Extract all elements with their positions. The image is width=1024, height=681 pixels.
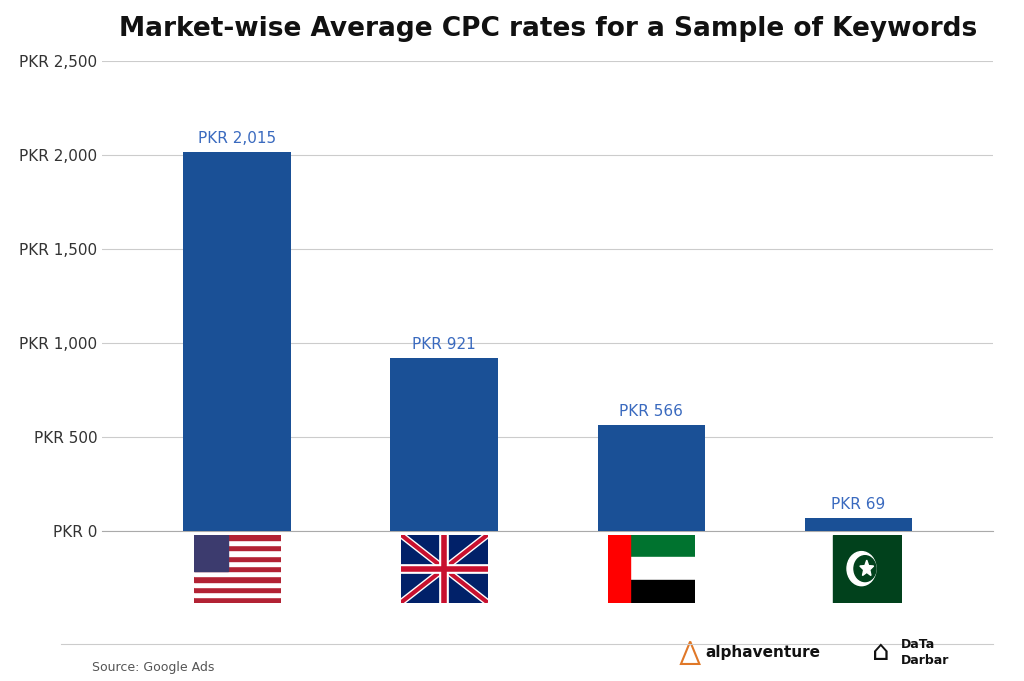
Bar: [390, 358, 498, 531]
Bar: [815, 535, 833, 603]
Bar: [194, 571, 281, 577]
Bar: [194, 540, 281, 545]
Bar: [598, 425, 706, 531]
Bar: [194, 545, 281, 550]
Bar: [194, 556, 281, 560]
Text: PKR 2,015: PKR 2,015: [198, 131, 276, 146]
Bar: [608, 580, 695, 603]
Circle shape: [854, 556, 876, 582]
Text: Source: Google Ads: Source: Google Ads: [92, 661, 215, 674]
Title: Market-wise Average CPC rates for a Sample of Keywords: Market-wise Average CPC rates for a Samp…: [119, 16, 977, 42]
Bar: [833, 535, 902, 603]
Text: PKR 921: PKR 921: [413, 337, 476, 352]
Bar: [183, 153, 291, 531]
Text: ⌂: ⌂: [872, 638, 890, 667]
Bar: [194, 592, 281, 597]
Circle shape: [847, 552, 876, 586]
Bar: [194, 560, 281, 566]
Text: alphaventure: alphaventure: [706, 645, 820, 660]
Bar: [194, 566, 281, 571]
Bar: [608, 535, 630, 603]
Bar: [194, 597, 281, 603]
Bar: [194, 587, 281, 592]
Bar: [194, 582, 281, 587]
Text: PKR 566: PKR 566: [620, 404, 683, 419]
Text: PKR 69: PKR 69: [831, 497, 886, 512]
Bar: [608, 557, 695, 580]
Polygon shape: [860, 560, 873, 575]
Bar: [194, 550, 281, 556]
Bar: [194, 577, 281, 582]
Bar: [194, 535, 281, 540]
Bar: [608, 535, 695, 557]
Bar: [194, 535, 228, 571]
Text: DaTa
Darbar: DaTa Darbar: [901, 638, 949, 667]
Bar: [805, 518, 912, 531]
